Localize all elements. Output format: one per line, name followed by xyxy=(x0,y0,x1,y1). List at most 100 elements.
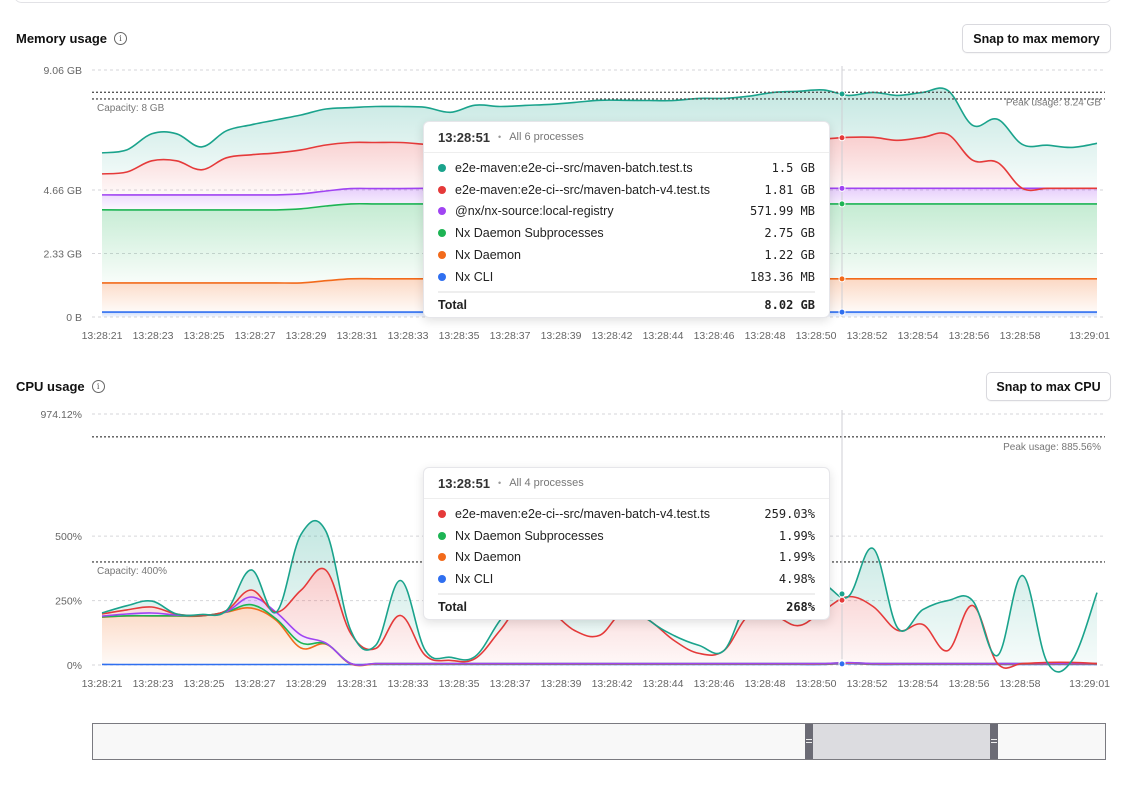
series-color-dot xyxy=(438,185,446,194)
x-tick-label: 13:28:46 xyxy=(694,330,735,342)
x-tick-label: 13:28:39 xyxy=(541,678,582,690)
tooltip-total-label: Total xyxy=(438,297,467,312)
tooltip-row-label: Nx Daemon xyxy=(455,248,521,263)
x-tick-label: 13:28:42 xyxy=(592,330,633,342)
x-tick-label: 13:28:35 xyxy=(439,678,480,690)
tooltip-row-label: Nx Daemon xyxy=(455,550,521,565)
tooltip-row-label: e2e-maven:e2e-ci--src/maven-batch-v4.tes… xyxy=(455,182,710,197)
x-tick-label: 13:28:29 xyxy=(286,678,327,690)
x-tick-label: 13:28:27 xyxy=(235,678,276,690)
tooltip-row: e2e-maven:e2e-ci--src/maven-batch-v4.tes… xyxy=(438,179,815,201)
time-range-brush[interactable] xyxy=(92,723,1106,760)
tooltip-total-value: 268% xyxy=(786,600,815,615)
tooltip-time: 13:28:51 xyxy=(438,129,491,145)
tooltip-row-value: 1.5 GB xyxy=(771,160,815,175)
tooltip-row-value: 1.99% xyxy=(778,550,815,565)
x-tick-label: 13:28:52 xyxy=(847,678,888,690)
cpu-section-title: CPU usage i xyxy=(16,379,105,394)
memory-title: Memory usage xyxy=(16,31,108,46)
hover-point xyxy=(838,200,846,208)
reference-label: Peak usage: 8.24 GB xyxy=(1006,97,1101,108)
tooltip-row-value: 183.36 MB xyxy=(749,269,815,284)
x-tick-label: 13:28:27 xyxy=(235,330,276,342)
tooltip-row: Nx Daemon 1.22 GB xyxy=(438,244,815,266)
hover-point xyxy=(838,134,846,142)
hover-point xyxy=(838,308,846,316)
snap-to-max-memory-button[interactable]: Snap to max memory xyxy=(962,24,1111,53)
x-tick-label: 13:29:01 xyxy=(1069,678,1110,690)
x-tick-label: 13:28:23 xyxy=(133,330,174,342)
x-tick-label: 13:28:31 xyxy=(337,678,378,690)
tooltip-row-label: Nx CLI xyxy=(455,269,494,284)
brush-selection[interactable] xyxy=(805,724,998,759)
hover-point xyxy=(838,90,846,98)
series-color-dot xyxy=(438,575,446,584)
x-tick-label: 13:28:58 xyxy=(1000,678,1041,690)
hover-point xyxy=(838,660,846,668)
tooltip-subtitle: All 4 processes xyxy=(509,477,584,489)
tooltip-total-row: Total 268% xyxy=(438,593,815,619)
info-icon[interactable]: i xyxy=(114,32,128,45)
tooltip-row-value: 4.98% xyxy=(778,572,815,587)
tooltip-row: e2e-maven:e2e-ci--src/maven-batch.test.t… xyxy=(438,157,815,179)
info-icon[interactable]: i xyxy=(91,380,105,393)
x-tick-label: 13:28:48 xyxy=(745,330,786,342)
reference-label: Capacity: 400% xyxy=(97,566,167,577)
brush-handle-left[interactable] xyxy=(805,724,813,759)
tooltip-row-value: 571.99 MB xyxy=(749,204,815,219)
x-tick-label: 13:28:46 xyxy=(694,678,735,690)
memory-tooltip: 13:28:51 • All 6 processes e2e-maven:e2e… xyxy=(423,121,830,318)
series-line xyxy=(101,87,1098,154)
x-tick-label: 13:28:50 xyxy=(796,330,837,342)
series-area xyxy=(102,520,1097,672)
tooltip-row-label: e2e-maven:e2e-ci--src/maven-batch-v4.tes… xyxy=(455,506,710,521)
x-tick-label: 13:28:37 xyxy=(490,678,531,690)
x-tick-label: 13:28:25 xyxy=(184,678,225,690)
hover-point xyxy=(838,184,846,192)
x-tick-label: 13:28:56 xyxy=(949,330,990,342)
x-tick-label: 13:28:25 xyxy=(184,330,225,342)
series-color-dot xyxy=(438,229,446,238)
tooltip-row-value: 2.75 GB xyxy=(764,226,815,241)
x-tick-label: 13:28:33 xyxy=(388,678,429,690)
tooltip-subtitle: All 6 processes xyxy=(509,131,584,143)
y-tick-label: 0% xyxy=(67,660,82,672)
tooltip-header: 13:28:51 • All 6 processes xyxy=(424,122,829,153)
tooltip-time: 13:28:51 xyxy=(438,475,491,491)
tooltip-row-value: 1.99% xyxy=(778,528,815,543)
x-tick-label: 13:28:44 xyxy=(643,678,684,690)
tooltip-row: Nx CLI 183.36 MB xyxy=(438,266,815,288)
memory-section-title: Memory usage i xyxy=(16,31,128,46)
tooltip-row: Nx CLI 4.98% xyxy=(438,568,815,590)
reference-label: Capacity: 8 GB xyxy=(97,103,165,114)
x-tick-label: 13:28:54 xyxy=(898,330,939,342)
tooltip-row: Nx Daemon 1.99% xyxy=(438,547,815,569)
y-tick-label: 500% xyxy=(55,531,82,543)
tooltip-row-label: e2e-maven:e2e-ci--src/maven-batch.test.t… xyxy=(455,160,693,175)
tooltip-row-label: @nx/nx-source:local-registry xyxy=(455,204,614,219)
series-color-dot xyxy=(438,207,446,216)
y-tick-label: 0 B xyxy=(66,312,82,324)
snap-to-max-cpu-button[interactable]: Snap to max CPU xyxy=(986,372,1111,401)
series-color-dot xyxy=(438,553,446,562)
tooltip-rows: e2e-maven:e2e-ci--src/maven-batch-v4.tes… xyxy=(424,499,829,619)
series-color-dot xyxy=(438,251,446,260)
series-color-dot xyxy=(438,531,446,540)
y-tick-label: 250% xyxy=(55,596,82,608)
tooltip-row-label: Nx Daemon Subprocesses xyxy=(455,226,604,241)
x-tick-label: 13:28:52 xyxy=(847,330,888,342)
tooltip-row-label: Nx Daemon Subprocesses xyxy=(455,528,604,543)
hover-point xyxy=(838,590,846,598)
tooltip-separator: • xyxy=(498,478,502,488)
tooltip-row: e2e-maven:e2e-ci--src/maven-batch-v4.tes… xyxy=(438,503,815,525)
x-tick-label: 13:28:56 xyxy=(949,678,990,690)
series-color-dot xyxy=(438,163,446,172)
brush-handle-right[interactable] xyxy=(990,724,998,759)
y-tick-label: 974.12% xyxy=(41,409,82,421)
y-tick-label: 2.33 GB xyxy=(43,248,82,260)
tooltip-total-label: Total xyxy=(438,600,467,615)
x-tick-label: 13:28:33 xyxy=(388,330,429,342)
tooltip-separator: • xyxy=(498,132,502,142)
tooltip-row-value: 259.03% xyxy=(764,506,815,521)
